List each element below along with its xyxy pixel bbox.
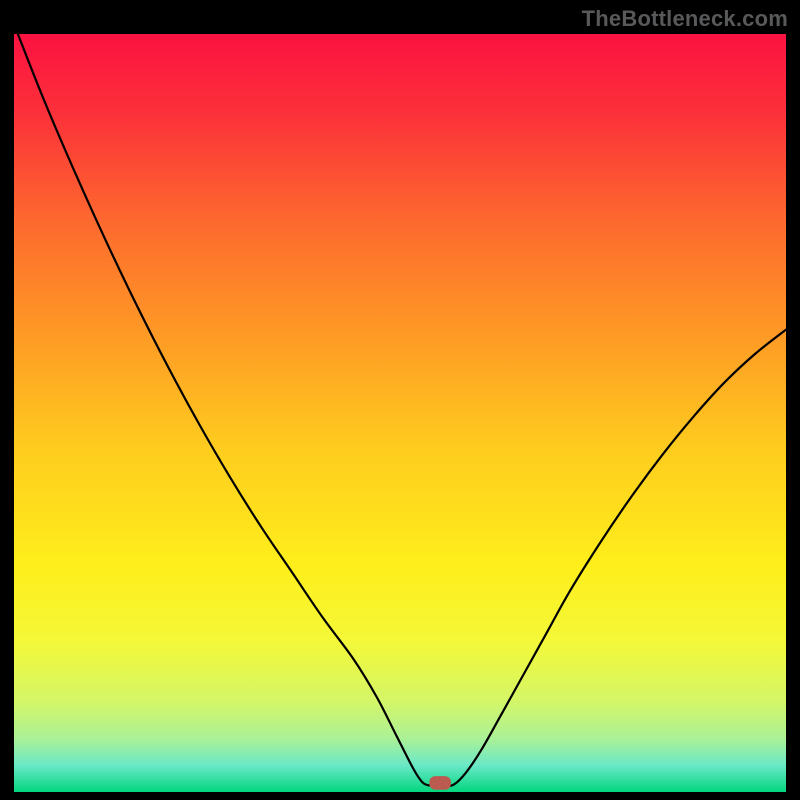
- minimum-marker: [429, 776, 451, 790]
- chart-frame: TheBottleneck.com: [0, 0, 800, 800]
- watermark-text: TheBottleneck.com: [582, 6, 788, 32]
- gradient-background: [14, 34, 786, 792]
- bottleneck-chart: [0, 0, 800, 800]
